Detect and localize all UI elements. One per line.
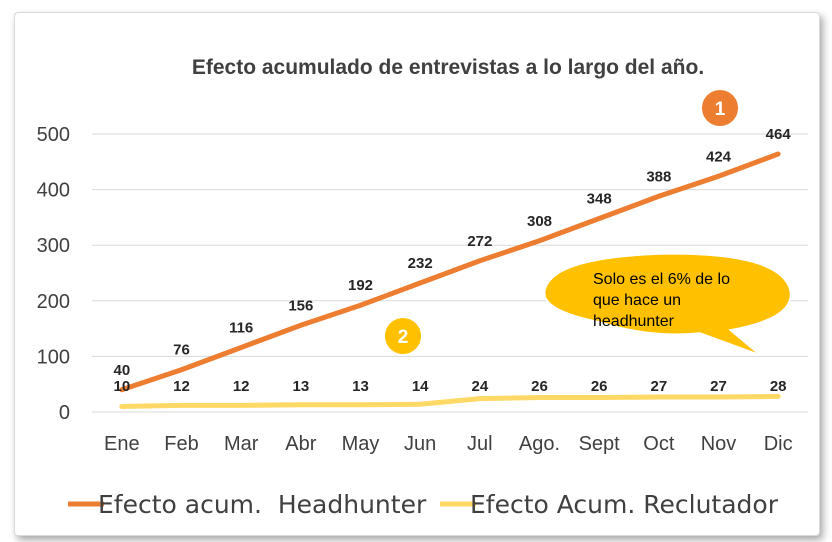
data-label-headhunter: 348: [587, 191, 612, 208]
legend: Efecto acum. Headhunter Efecto Acum. Rec…: [68, 490, 779, 519]
y-tick-label: 400: [37, 180, 70, 202]
series-line-headhunter: [119, 151, 781, 393]
x-tick-label: Jul: [467, 433, 493, 455]
chart-title: Efecto acumulado de entrevistas a lo lar…: [192, 56, 704, 79]
data-label-headhunter: 76: [173, 342, 190, 359]
data-label-reclutador: 12: [233, 378, 250, 395]
x-tick-label: Ago.: [519, 433, 560, 455]
y-tick-label: 100: [37, 346, 70, 368]
x-axis: Ene Feb Mar Abr May Jun Jul Ago. Sept Oct Nov Dic: [104, 433, 793, 455]
data-label-headhunter: 272: [467, 233, 492, 250]
data-label-reclutador: 13: [352, 378, 369, 395]
marker-2-label: 2: [398, 327, 409, 348]
data-label-reclutador: 12: [173, 378, 190, 395]
data-label-reclutador: 26: [591, 378, 608, 395]
x-tick-label: Nov: [701, 433, 737, 455]
x-tick-label: Abr: [285, 433, 316, 455]
y-tick-label: 0: [59, 402, 70, 424]
y-tick-label: 300: [37, 235, 70, 257]
data-label-headhunter: 116: [229, 320, 253, 337]
data-label-reclutador: 27: [650, 378, 667, 395]
marker-1-circle: [700, 88, 740, 128]
data-label-headhunter: 232: [408, 255, 433, 272]
x-tick-label: Oct: [643, 433, 675, 455]
annotation-marker-1: 1: [700, 88, 740, 128]
x-tick-label: Jun: [404, 433, 436, 455]
callout-shape: [543, 253, 792, 356]
x-tick-label: May: [342, 433, 380, 455]
x-tick-label: Mar: [224, 433, 259, 455]
data-label-headhunter: 424: [706, 148, 732, 165]
callout-line-3: headhunter: [593, 313, 675, 330]
marker-1-label: 1: [715, 99, 726, 120]
legend-label-headhunter: Efecto acum. Headhunter: [98, 490, 427, 519]
marker-2-circle: [383, 316, 423, 356]
series-lines: [119, 151, 781, 409]
data-label-reclutador: 26: [531, 378, 548, 395]
callout-line-2: que hace un: [593, 292, 681, 309]
series-line-reclutador: [119, 393, 781, 409]
y-tick-label: 200: [37, 291, 70, 313]
x-tick-label: Feb: [164, 433, 198, 455]
data-label-headhunter: 192: [348, 277, 373, 294]
legend-label-reclutador: Efecto Acum. Reclutador: [470, 490, 779, 519]
data-label-reclutador: 10: [113, 378, 130, 395]
data-label-reclutador: 14: [412, 378, 429, 395]
data-label-headhunter: 308: [527, 213, 552, 230]
callout-line-1: Solo es el 6% de lo: [593, 271, 730, 288]
annotation-marker-2: 2: [383, 316, 423, 356]
data-label-headhunter: 156: [288, 297, 313, 314]
data-label-headhunter: 464: [766, 126, 792, 143]
y-axis: 0 100 200 300 400 500: [37, 124, 70, 424]
data-label-reclutador: 27: [710, 378, 727, 395]
data-label-headhunter: 388: [646, 168, 671, 185]
x-tick-label: Ene: [104, 433, 140, 455]
data-label-reclutador: 24: [471, 378, 488, 395]
x-tick-label: Dic: [764, 433, 793, 455]
data-label-headhunter: 40: [113, 362, 130, 379]
callout-bubble: Solo es el 6% de lo que hace un headhunt…: [543, 253, 792, 356]
data-label-reclutador: 13: [292, 378, 309, 395]
y-tick-label: 500: [37, 124, 70, 146]
x-tick-label: Sept: [579, 433, 621, 455]
data-label-reclutador: 28: [770, 378, 787, 395]
